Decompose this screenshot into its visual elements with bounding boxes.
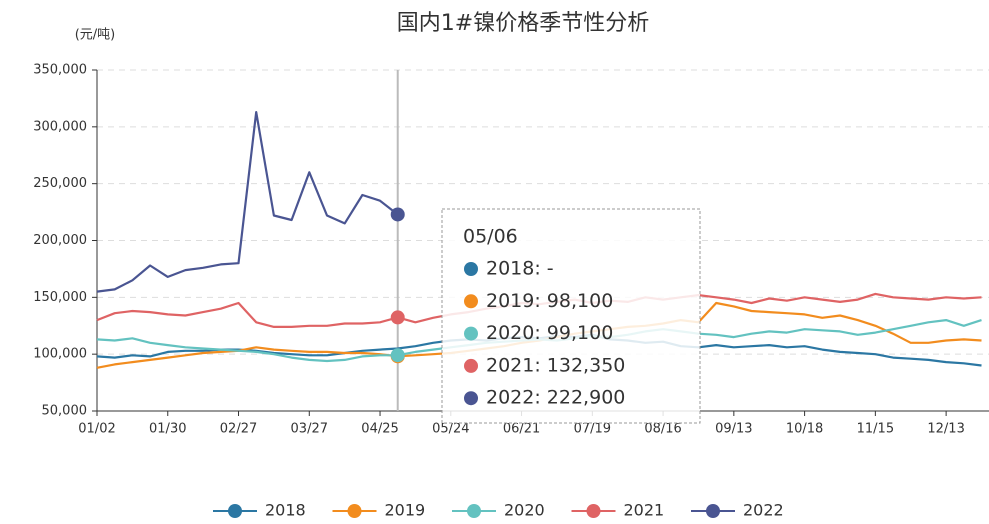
tooltip-dot <box>464 358 478 373</box>
tooltip-marker <box>390 348 405 363</box>
x-tick-label: 12/13 <box>927 422 964 437</box>
y-tick-label: 200,000 <box>33 233 87 248</box>
x-tick-label: 08/16 <box>644 422 681 437</box>
tooltip-item: 2018: - <box>486 258 554 280</box>
series-line <box>96 111 399 293</box>
legend-dot <box>586 504 601 518</box>
tooltip-dot <box>464 391 478 406</box>
tooltip-item: 2022: 222,900 <box>486 387 625 409</box>
x-tick-label: 09/13 <box>715 422 752 437</box>
y-tick-label: 350,000 <box>33 63 87 78</box>
legend-label: 2021 <box>624 501 665 520</box>
tooltip: 05/06 2018: - 2019: 98,100 2020: 99,100 2021… <box>390 207 701 424</box>
x-tick-label: 01/02 <box>78 422 115 437</box>
tooltip-marker <box>390 207 405 222</box>
tooltip-dot <box>464 294 478 309</box>
tooltip-dot <box>464 262 478 276</box>
y-tick-label: 100,000 <box>33 347 87 362</box>
x-tick-label: 10/18 <box>786 422 823 437</box>
y-axis-label: (元/吨) <box>75 28 116 43</box>
legend: 2018 2019 2020 2021 2022 <box>213 501 784 520</box>
x-tick-label: 07/19 <box>574 422 611 437</box>
x-tick-label: 06/21 <box>503 422 540 437</box>
legend-dot <box>706 504 720 518</box>
y-tick-label: 300,000 <box>33 119 87 134</box>
x-tick-label: 02/27 <box>220 422 257 437</box>
legend-dot <box>347 504 362 518</box>
tooltip-title: 05/06 <box>463 226 518 248</box>
legend-dot <box>228 504 242 518</box>
tooltip-dot <box>464 326 478 341</box>
legend-label: 2020 <box>504 501 545 520</box>
x-tick-label: 03/27 <box>291 422 328 437</box>
y-tick-label: 250,000 <box>33 176 87 191</box>
tooltip-box <box>441 208 701 424</box>
tooltip-item: 2021: 132,350 <box>486 354 625 376</box>
x-tick-label: 11/15 <box>857 422 894 437</box>
tooltip-marker <box>390 310 405 325</box>
legend-label: 2019 <box>385 501 426 520</box>
legend-dot <box>467 504 481 518</box>
x-tick-label: 05/24 <box>432 422 469 437</box>
x-tick-label: 04/25 <box>361 422 398 437</box>
legend-label: 2022 <box>743 501 784 520</box>
chart-title: 国内1#镍价格季节性分析 <box>397 11 649 36</box>
y-tick-label: 50,000 <box>42 404 88 419</box>
tooltip-item: 2020: 99,100 <box>486 322 613 344</box>
x-tick-label: 01/30 <box>149 422 186 437</box>
legend-label: 2018 <box>265 501 306 520</box>
tooltip-item: 2019: 98,100 <box>486 290 613 312</box>
y-tick-label: 150,000 <box>33 290 87 305</box>
